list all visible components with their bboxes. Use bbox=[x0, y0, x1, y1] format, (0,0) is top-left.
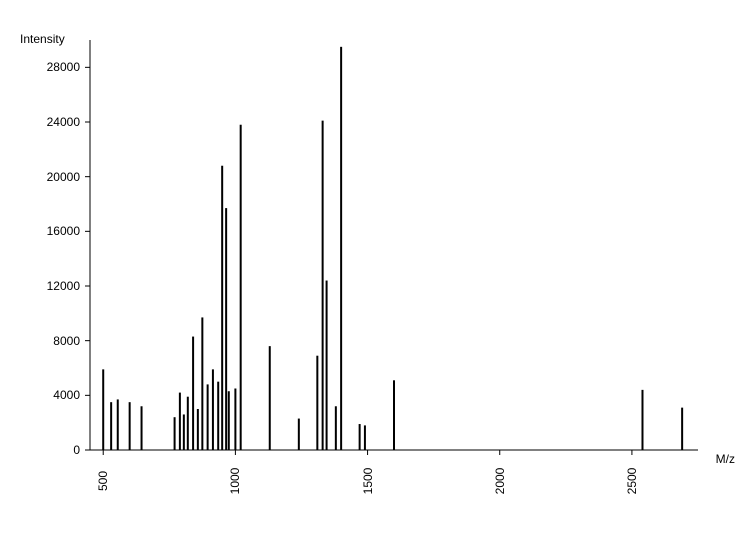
y-tick-label: 8000 bbox=[30, 334, 80, 348]
y-tick-label: 12000 bbox=[30, 279, 80, 293]
spectrum-peak bbox=[187, 397, 189, 450]
spectrum-peak bbox=[681, 408, 683, 450]
y-tick-label: 4000 bbox=[30, 388, 80, 402]
y-tick-label: 20000 bbox=[30, 170, 80, 184]
spectrum-peak bbox=[221, 166, 223, 450]
x-tick-label: 2500 bbox=[625, 468, 639, 495]
spectrum-peak bbox=[207, 384, 209, 450]
spectrum-peak bbox=[174, 417, 176, 450]
spectrum-peak bbox=[322, 121, 324, 450]
mass-spectrum-chart: Intensity M/z 0 4000 8000 12000 16000 20000 24… bbox=[0, 0, 750, 540]
spectrum-peak bbox=[234, 389, 236, 451]
spectrum-peak bbox=[340, 47, 342, 450]
plot-svg bbox=[0, 0, 750, 540]
spectrum-peak bbox=[179, 393, 181, 450]
spectrum-peak bbox=[117, 399, 119, 450]
spectrum-peak bbox=[335, 406, 337, 450]
spectrum-peak bbox=[192, 337, 194, 450]
spectrum-peak bbox=[201, 317, 203, 450]
spectrum-peak bbox=[240, 125, 242, 450]
spectrum-peak bbox=[359, 424, 361, 450]
x-tick-label: 1000 bbox=[228, 468, 242, 495]
y-axis-label: Intensity bbox=[20, 32, 65, 46]
x-axis-label: M/z bbox=[716, 452, 735, 466]
spectrum-peak bbox=[183, 414, 185, 450]
y-tick-label: 24000 bbox=[30, 115, 80, 129]
spectrum-peak bbox=[212, 369, 214, 450]
spectrum-peak bbox=[393, 380, 395, 450]
spectrum-peak bbox=[298, 419, 300, 450]
spectrum-peak bbox=[141, 406, 143, 450]
spectrum-peak bbox=[364, 425, 366, 450]
spectrum-peak bbox=[197, 409, 199, 450]
spectrum-peak bbox=[102, 369, 104, 450]
x-tick-label: 1500 bbox=[361, 468, 375, 495]
spectrum-peak bbox=[225, 208, 227, 450]
spectrum-peak bbox=[110, 402, 112, 450]
spectrum-peak bbox=[228, 391, 230, 450]
x-tick-label: 2000 bbox=[493, 468, 507, 495]
spectrum-peak bbox=[217, 382, 219, 450]
spectrum-peak bbox=[641, 390, 643, 450]
spectrum-peak bbox=[326, 281, 328, 450]
spectrum-peak bbox=[269, 346, 271, 450]
spectrum-peak bbox=[129, 402, 131, 450]
x-tick-label: 500 bbox=[96, 471, 110, 491]
spectrum-peak bbox=[316, 356, 318, 450]
y-tick-label: 16000 bbox=[30, 224, 80, 238]
y-tick-label: 0 bbox=[30, 443, 80, 457]
y-tick-label: 28000 bbox=[30, 60, 80, 74]
